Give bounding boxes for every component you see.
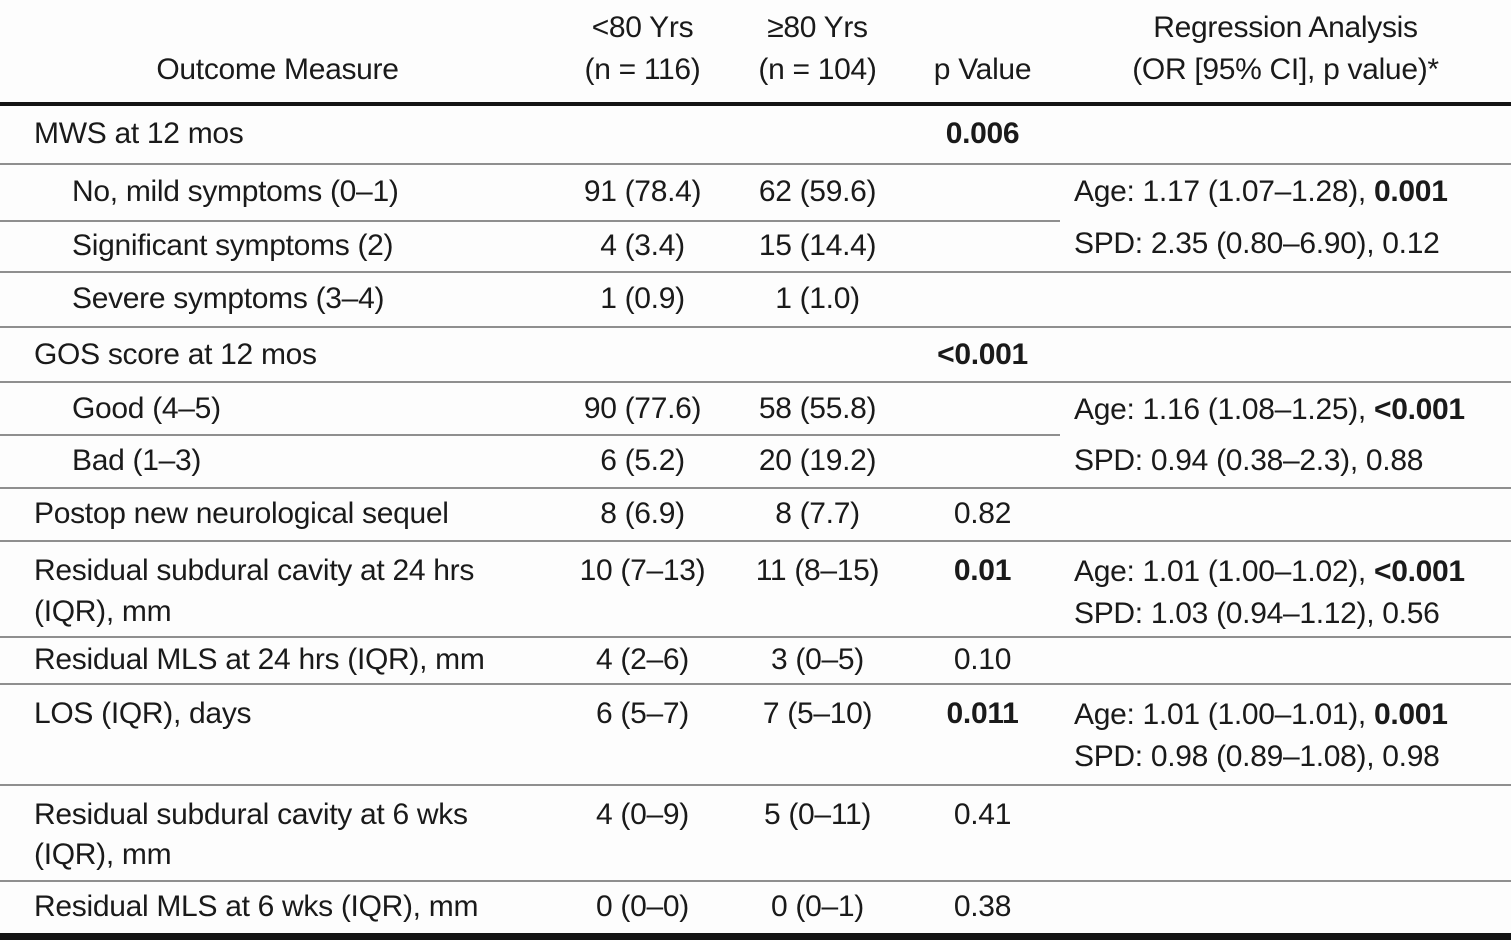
col-header-outcome-measure: Outcome Measure: [0, 0, 555, 106]
table-row-no-mild-symptoms: No, mild symptoms (0–1) 91 (78.4) 62 (59…: [0, 164, 1511, 273]
cell-ge80: 0 (0–1): [730, 881, 905, 940]
table-row-gos: GOS score at 12 mos <0.001: [0, 327, 1511, 384]
cell-regression: Age: 1.01 (1.00–1.01), 0.001 SPD: 0.98 (…: [1060, 684, 1511, 786]
col-header-ge80: ≥80 Yrs (n = 104): [730, 0, 905, 106]
cell-lt80: [555, 104, 730, 166]
cell-outcome: Residual subdural cavity at 6 wks (IQR),…: [0, 784, 555, 883]
table-row-good: Good (4–5) 90 (77.6) 58 (55.8) Age: 1.16…: [0, 382, 1511, 490]
cell-outcome: Residual MLS at 24 hrs (IQR), mm: [0, 636, 555, 686]
cell-outcome: Good (4–5): [0, 382, 555, 437]
cell-outcome: Residual MLS at 6 wks (IQR), mm: [0, 881, 555, 940]
cell-pvalue: 0.10: [905, 636, 1060, 686]
cell-outcome: Postop new neurological sequel: [0, 488, 555, 543]
cell-lt80: 6 (5–7): [555, 684, 730, 786]
cell-pvalue: 0.41: [905, 784, 1060, 883]
cell-outcome: MWS at 12 mos: [0, 104, 555, 166]
cell-regression: [1060, 327, 1511, 384]
regression-line: Age: 1.01 (1.00–1.01), 0.001: [1074, 698, 1448, 732]
table-row-residual-cavity-24hrs: Residual subdural cavity at 24 hrs (IQR)…: [0, 541, 1511, 638]
cell-lt80: 4 (0–9): [555, 784, 730, 883]
table-row-postop-sequel: Postop new neurological sequel 8 (6.9) 8…: [0, 488, 1511, 543]
cell-ge80: 8 (7.7): [730, 488, 905, 543]
cell-ge80: 58 (55.8): [730, 382, 905, 437]
col-header-p-value: p Value: [905, 0, 1060, 106]
cell-regression-mws: Age: 1.17 (1.07–1.28), 0.001 SPD: 2.35 (…: [1060, 164, 1511, 273]
cell-lt80: [555, 327, 730, 384]
cell-pvalue: 0.006: [905, 104, 1060, 166]
cell-lt80: 6 (5.2): [555, 435, 730, 490]
cell-lt80: 1 (0.9): [555, 271, 730, 329]
regression-line: Age: 1.17 (1.07–1.28), 0.001: [1074, 175, 1448, 209]
cell-outcome: Residual subdural cavity at 24 hrs (IQR)…: [0, 541, 555, 638]
regression-line: SPD: 2.35 (0.80–6.90), 0.12: [1074, 227, 1440, 261]
cell-ge80: 20 (19.2): [730, 435, 905, 490]
cell-regression: Age: 1.01 (1.00–1.02), <0.001 SPD: 1.03 …: [1060, 541, 1511, 638]
cell-regression: [1060, 488, 1511, 543]
cell-ge80: 15 (14.4): [730, 220, 905, 273]
cell-ge80: [730, 327, 905, 384]
cell-ge80: [730, 104, 905, 166]
table-row-residual-cavity-6wks: Residual subdural cavity at 6 wks (IQR),…: [0, 784, 1511, 883]
cell-regression: [1060, 104, 1511, 166]
cell-ge80: 7 (5–10): [730, 684, 905, 786]
cell-outcome: Bad (1–3): [0, 435, 555, 490]
table-row-severe-symptoms: Severe symptoms (3–4) 1 (0.9) 1 (1.0): [0, 271, 1511, 329]
regression-line: Age: 1.16 (1.08–1.25), <0.001: [1074, 392, 1465, 426]
cell-outcome: Significant symptoms (2): [0, 220, 555, 273]
cell-pvalue: [905, 220, 1060, 273]
table-row-mws: MWS at 12 mos 0.006: [0, 104, 1511, 166]
cell-pvalue: [905, 435, 1060, 490]
cell-lt80: 91 (78.4): [555, 164, 730, 222]
cell-pvalue: <0.001: [905, 327, 1060, 384]
cell-pvalue: 0.82: [905, 488, 1060, 543]
cell-regression: [1060, 636, 1511, 686]
cell-ge80: 11 (8–15): [730, 541, 905, 638]
cell-regression: [1060, 271, 1511, 329]
regression-line: SPD: 0.94 (0.38–2.3), 0.88: [1074, 444, 1424, 478]
cell-regression: [1060, 784, 1511, 883]
cell-lt80: 90 (77.6): [555, 382, 730, 437]
cell-ge80: 62 (59.6): [730, 164, 905, 222]
cell-pvalue: [905, 382, 1060, 437]
cell-pvalue: [905, 271, 1060, 329]
cell-lt80: 10 (7–13): [555, 541, 730, 638]
cell-regression: [1060, 881, 1511, 940]
cell-ge80: 1 (1.0): [730, 271, 905, 329]
header-row: Outcome Measure <80 Yrs (n = 116) ≥80 Yr…: [0, 0, 1511, 106]
cell-outcome: GOS score at 12 mos: [0, 327, 555, 384]
table-row-residual-mls-6wks: Residual MLS at 6 wks (IQR), mm 0 (0–0) …: [0, 881, 1511, 940]
cell-pvalue: [905, 164, 1060, 222]
regression-line: SPD: 0.98 (0.89–1.08), 0.98: [1074, 740, 1440, 774]
cell-ge80: 5 (0–11): [730, 784, 905, 883]
cell-lt80: 4 (3.4): [555, 220, 730, 273]
cell-lt80: 0 (0–0): [555, 881, 730, 940]
cell-lt80: 8 (6.9): [555, 488, 730, 543]
table-row-bad: Bad (1–3) 6 (5.2) 20 (19.2): [0, 435, 1511, 490]
regression-line: SPD: 1.03 (0.94–1.12), 0.56: [1074, 597, 1440, 631]
table-row-significant-symptoms: Significant symptoms (2) 4 (3.4) 15 (14.…: [0, 220, 1511, 273]
cell-outcome: Severe symptoms (3–4): [0, 271, 555, 329]
cell-outcome: No, mild symptoms (0–1): [0, 164, 555, 222]
cell-pvalue: 0.01: [905, 541, 1060, 638]
cell-ge80: 3 (0–5): [730, 636, 905, 686]
cell-regression-gos: Age: 1.16 (1.08–1.25), <0.001 SPD: 0.94 …: [1060, 382, 1511, 490]
cell-lt80: 4 (2–6): [555, 636, 730, 686]
regression-line: Age: 1.01 (1.00–1.02), <0.001: [1074, 555, 1465, 589]
table-row-los: LOS (IQR), days 6 (5–7) 7 (5–10) 0.011 A…: [0, 684, 1511, 786]
cell-outcome: LOS (IQR), days: [0, 684, 555, 786]
cell-pvalue: 0.011: [905, 684, 1060, 786]
cell-pvalue: 0.38: [905, 881, 1060, 940]
table-row-residual-mls-24hrs: Residual MLS at 24 hrs (IQR), mm 4 (2–6)…: [0, 636, 1511, 686]
col-header-regression: Regression Analysis (OR [95% CI], p valu…: [1060, 0, 1511, 106]
col-header-lt80: <80 Yrs (n = 116): [555, 0, 730, 106]
